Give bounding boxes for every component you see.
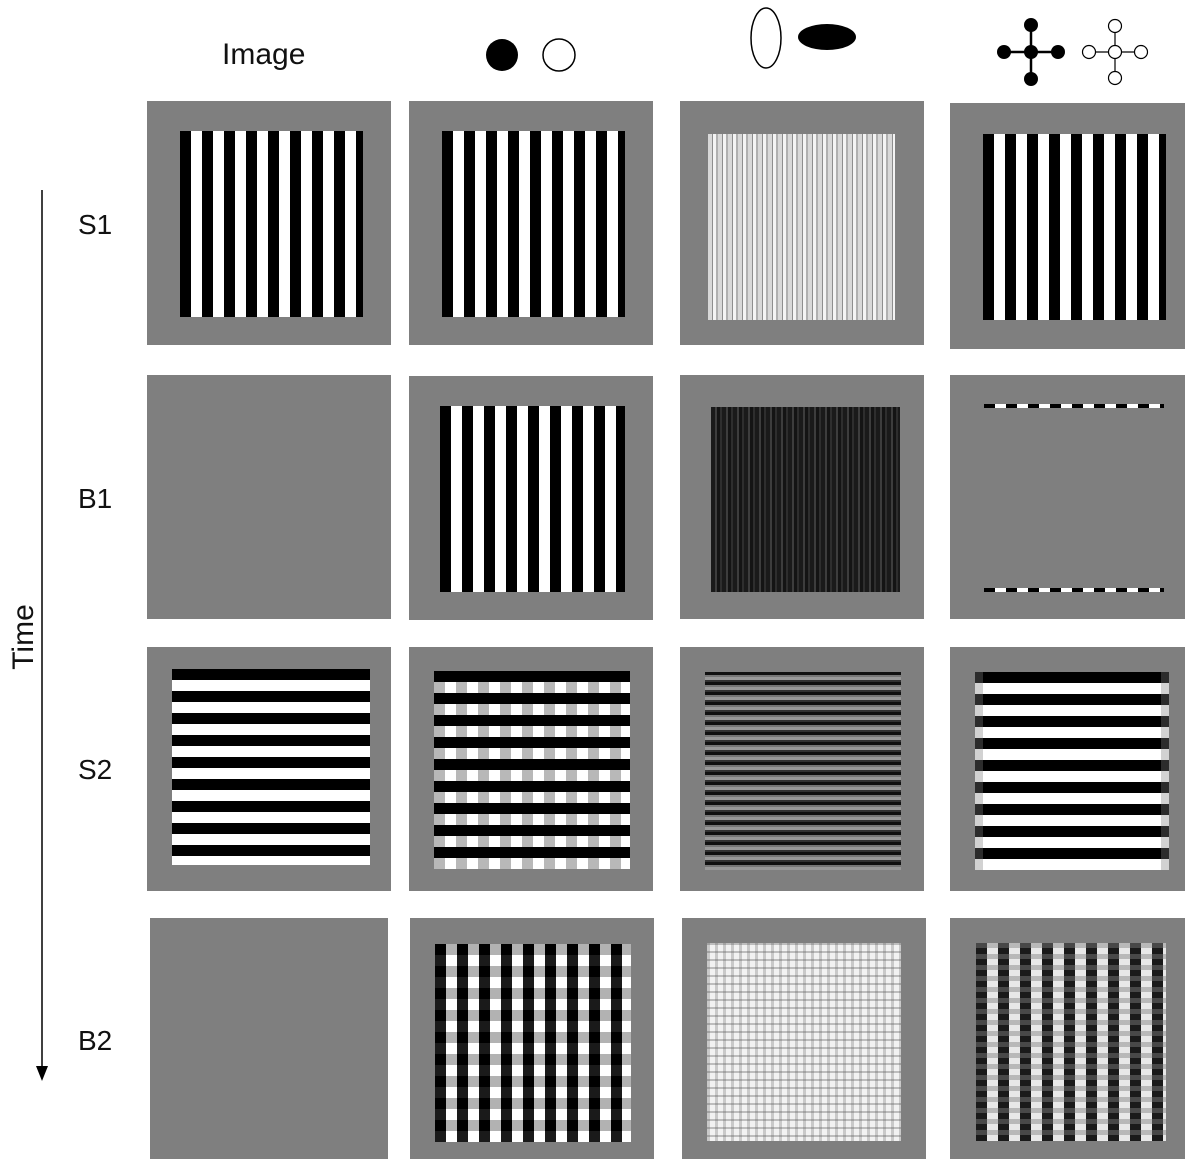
panel-s1-ellipses xyxy=(680,101,924,345)
horizontal-grating-soft xyxy=(975,672,1169,870)
fine-vertical-grating-faint xyxy=(708,134,895,320)
vertical-bars-beaded xyxy=(976,943,1166,1141)
panel-b1-ellipses xyxy=(680,375,924,619)
column-label-image: Image xyxy=(222,38,306,71)
dashed-edge-line-top xyxy=(984,404,1164,408)
vertical-grating xyxy=(180,131,363,317)
panel-s2-image xyxy=(147,647,391,891)
row-label-s2: S2 xyxy=(78,754,113,785)
panel-s2-circles xyxy=(409,647,653,891)
panel-s1-crosses xyxy=(950,103,1185,349)
vertical-grating xyxy=(983,134,1166,320)
time-axis-label: Time xyxy=(7,604,40,670)
vertical-plaid xyxy=(435,944,631,1142)
panel-b2-crosses xyxy=(950,918,1185,1159)
dark-vertical-grating xyxy=(711,407,900,592)
panel-b1-image xyxy=(147,375,391,619)
panel-s2-ellipses xyxy=(680,647,924,891)
dashed-edge-line-bottom xyxy=(984,588,1164,592)
row-label-s1: S1 xyxy=(78,209,113,240)
row-label-b2: B2 xyxy=(78,1025,113,1056)
panel-s2-crosses xyxy=(950,647,1185,891)
filled-and-open-circle-icon xyxy=(482,35,582,75)
panel-s1-circles xyxy=(409,101,653,345)
panel-b2-ellipses xyxy=(682,918,926,1159)
fine-horizontal-grating xyxy=(705,672,901,870)
vertical-grating xyxy=(440,406,625,592)
horizontal-grating xyxy=(172,669,370,865)
panel-b1-crosses xyxy=(950,375,1185,619)
panel-b1-circles xyxy=(409,376,653,620)
time-axis-arrow xyxy=(34,190,50,1082)
panel-b2-image xyxy=(150,918,388,1159)
fine-light-plaid xyxy=(707,943,901,1141)
horizontal-plaid xyxy=(434,671,630,869)
panel-s1-image xyxy=(147,101,391,345)
vertical-grating xyxy=(442,131,625,317)
filled-and-open-cross-network-icon xyxy=(994,18,1154,90)
vertical-and-horizontal-ellipse-icon xyxy=(748,5,860,71)
panel-b2-circles xyxy=(410,918,654,1159)
row-label-b1: B1 xyxy=(78,483,113,514)
